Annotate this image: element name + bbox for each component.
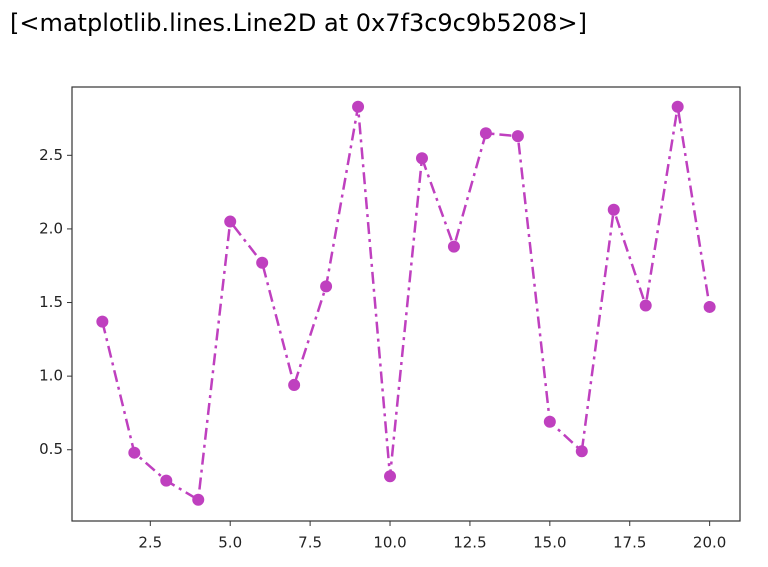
output-text: [<matplotlib.lines.Line2D at 0x7f3c9c9b5… [10,9,587,37]
data-point [224,215,237,228]
data-point [511,130,524,143]
x-tick-label: 2.5 [138,534,162,552]
data-point [384,470,397,483]
x-tick-label: 5.0 [218,534,242,552]
y-tick-label: 2.0 [39,219,63,237]
y-tick-label: 0.5 [39,440,63,458]
data-point [352,100,365,113]
data-point [320,280,333,293]
data-point [128,446,141,459]
x-tick-label: 17.5 [613,534,646,552]
x-tick-label: 20.0 [693,534,726,552]
data-point [703,300,716,313]
data-point [160,474,173,487]
data-point [639,299,652,312]
data-point [96,315,109,328]
data-point [671,100,684,113]
data-point [256,256,269,269]
data-point [479,127,492,140]
data-point [607,203,620,216]
data-point [543,415,556,428]
x-tick-label: 12.5 [453,534,486,552]
y-tick-label: 1.0 [39,367,63,385]
data-point [192,493,205,506]
data-line [101,106,711,502]
x-tick-label: 15.0 [533,534,566,552]
plot-frame [71,86,741,522]
data-point [288,378,301,391]
x-tick-label: 10.0 [373,534,406,552]
y-tick-label: 1.5 [39,293,63,311]
data-point [415,152,428,165]
data-point [575,445,588,458]
y-tick-label: 2.5 [39,146,63,164]
x-tick-label: 7.5 [298,534,322,552]
data-point [447,240,460,253]
